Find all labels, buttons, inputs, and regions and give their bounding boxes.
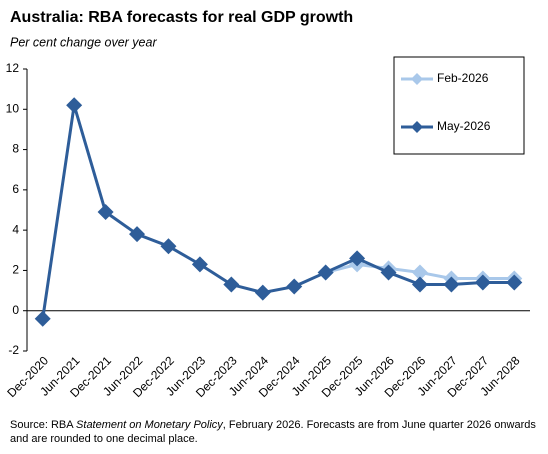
legend-label: May-2026 bbox=[437, 119, 491, 133]
source-prefix: Source: RBA bbox=[10, 419, 77, 431]
source-note: Source: RBA Statement on Monetary Policy… bbox=[10, 418, 540, 446]
y-tick-label: 2 bbox=[12, 263, 19, 277]
marker bbox=[254, 284, 271, 301]
marker bbox=[191, 256, 208, 273]
marker bbox=[380, 264, 397, 281]
y-tick-label: 10 bbox=[6, 101, 20, 115]
legend-box bbox=[393, 56, 525, 155]
marker bbox=[411, 276, 428, 293]
y-tick-label: 4 bbox=[12, 222, 19, 236]
legend-label: Feb-2026 bbox=[437, 71, 489, 85]
source-rest: , February 2026. Forecasts are from June… bbox=[10, 419, 536, 445]
marker bbox=[317, 264, 334, 281]
marker bbox=[129, 226, 146, 243]
marker bbox=[34, 310, 51, 327]
marker bbox=[506, 274, 523, 291]
y-tick-label: 0 bbox=[12, 303, 19, 317]
chart-title: Australia: RBA forecasts for real GDP gr… bbox=[10, 9, 353, 26]
marker bbox=[97, 204, 114, 221]
y-tick-label: 6 bbox=[12, 182, 19, 196]
marker bbox=[474, 274, 491, 291]
chart-subtitle: Per cent change over year bbox=[10, 35, 157, 49]
y-tick-label: 8 bbox=[12, 142, 19, 156]
legend-marker bbox=[411, 73, 423, 85]
marker bbox=[349, 250, 366, 267]
y-tick-label: 12 bbox=[6, 61, 20, 75]
marker bbox=[160, 238, 177, 255]
marker bbox=[443, 276, 460, 293]
marker bbox=[223, 276, 240, 293]
series-line bbox=[41, 104, 515, 319]
source-italic: Statement on Monetary Policy bbox=[76, 419, 223, 431]
y-tick-label: -2 bbox=[8, 343, 19, 357]
marker bbox=[286, 278, 303, 295]
marker bbox=[66, 97, 83, 114]
marker bbox=[411, 264, 428, 281]
legend-marker bbox=[411, 121, 423, 133]
